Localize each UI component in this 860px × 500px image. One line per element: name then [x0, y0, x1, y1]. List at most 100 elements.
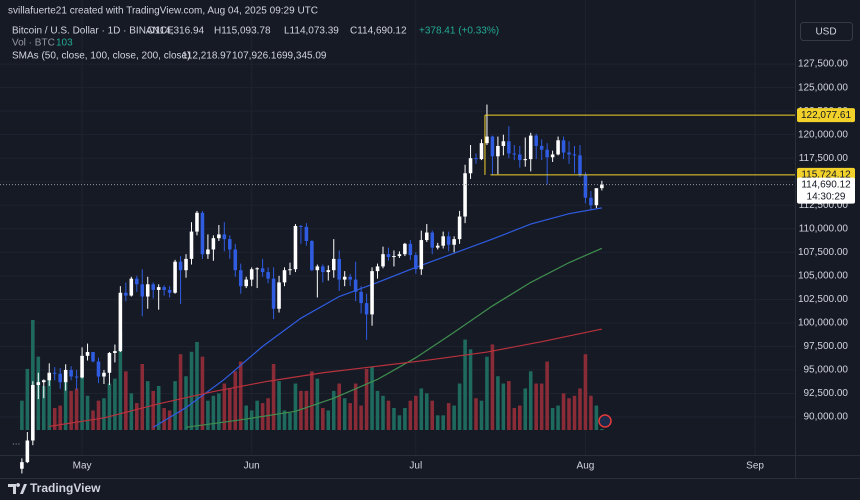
volume-bar [151, 390, 155, 430]
volume-bar [288, 412, 292, 430]
volume-bar [435, 415, 440, 430]
y-tick-label: 127,500.00 [798, 59, 848, 70]
volume-bar [550, 408, 555, 430]
candle-body [370, 271, 374, 315]
y-tick-label: 102,500.00 [798, 294, 848, 305]
volume-bar [561, 393, 566, 430]
plot-area [0, 0, 795, 474]
volume-bar [331, 390, 336, 430]
candle-body [528, 135, 533, 160]
volume-bar [107, 383, 112, 430]
volume-bar [277, 381, 281, 430]
volume-bar [501, 383, 506, 430]
candle-body [195, 212, 199, 232]
candle-body [189, 231, 194, 259]
y-tick-label: 92,500.00 [804, 388, 849, 399]
volume-bar [52, 408, 57, 430]
candle-body [348, 276, 352, 280]
candle-body [364, 303, 369, 315]
volume-bar [518, 405, 522, 430]
volume-bar [249, 410, 254, 430]
volume-bar [135, 403, 139, 430]
volume-bar [337, 383, 342, 430]
sma-line [49, 328, 602, 427]
candle-body [74, 376, 79, 378]
candle-body [326, 270, 331, 273]
candle-body [41, 380, 46, 383]
candle-body [145, 284, 150, 297]
candle-body [463, 173, 467, 217]
volume-bar [102, 398, 106, 430]
candle-body [80, 355, 84, 378]
candle-body [512, 153, 517, 155]
currency[interactable]: USD [815, 27, 836, 38]
candle-body [118, 292, 123, 352]
volume-bar [370, 366, 374, 430]
volume-bar [85, 395, 90, 430]
currency-box[interactable] [800, 22, 853, 41]
volume-bar [238, 361, 243, 430]
logo-mark [8, 483, 27, 494]
candle-body [211, 238, 216, 250]
volume-bar [321, 408, 325, 430]
volume-bar [392, 408, 396, 430]
y-tick-label: 105,000.00 [798, 270, 848, 281]
candle-body [63, 369, 68, 383]
volume-bar [490, 344, 495, 430]
volume-bar [195, 342, 199, 430]
candle-body [556, 140, 560, 155]
candle-body [424, 232, 429, 241]
y-tick-label: 95,000.00 [804, 365, 849, 376]
volume-bar [282, 410, 287, 430]
volume-bar [474, 398, 478, 430]
candle-body [135, 278, 139, 285]
volume-bar [326, 410, 331, 430]
candle-body [36, 382, 41, 385]
candle-body [85, 352, 90, 356]
candle-body [167, 289, 172, 293]
ohlc-low: L114,073.39 [284, 26, 339, 37]
candle-body [31, 384, 35, 441]
volume-bar [69, 390, 73, 430]
candle-body [244, 279, 248, 287]
candle-body [518, 154, 522, 161]
candle-body [414, 255, 418, 270]
candle-body [403, 243, 407, 255]
candle-body [102, 372, 106, 377]
volume-bar [310, 371, 314, 430]
candle-body [113, 351, 117, 353]
volume-title: Vol · BTC [12, 38, 55, 49]
more-button[interactable]: ... [12, 437, 20, 448]
volume-bar [386, 400, 391, 430]
y-tick-label: 110,000.00 [799, 223, 849, 234]
candle-body [337, 258, 342, 280]
volume-bar [419, 388, 424, 430]
volume-bar [589, 395, 593, 430]
candle-body [69, 369, 73, 377]
candle-body [419, 240, 424, 270]
volume-bar [457, 383, 462, 430]
volume-bar [534, 383, 538, 430]
volume-bar [178, 354, 183, 430]
volume-bar [359, 405, 363, 430]
candle-body [342, 276, 347, 280]
volume-bar [304, 390, 309, 430]
ohlc-close: C114,690.12 [350, 26, 407, 37]
volume-bar [381, 395, 385, 430]
volume-bar [244, 405, 248, 430]
volume-bar [408, 400, 413, 430]
author-note: svillafuerte21 created with TradingView.… [8, 6, 318, 17]
candle-body [523, 159, 528, 161]
volume-bar [364, 368, 369, 430]
y-tick-label: 112,500.00 [799, 200, 849, 211]
logo: TradingView [8, 481, 101, 495]
event-marker[interactable] [598, 414, 612, 428]
candle-body [430, 232, 435, 248]
candle-body [156, 287, 161, 290]
volume-bar [496, 376, 500, 430]
candle-body [375, 266, 380, 272]
candle-body [200, 212, 205, 255]
volume-bar [556, 405, 560, 430]
